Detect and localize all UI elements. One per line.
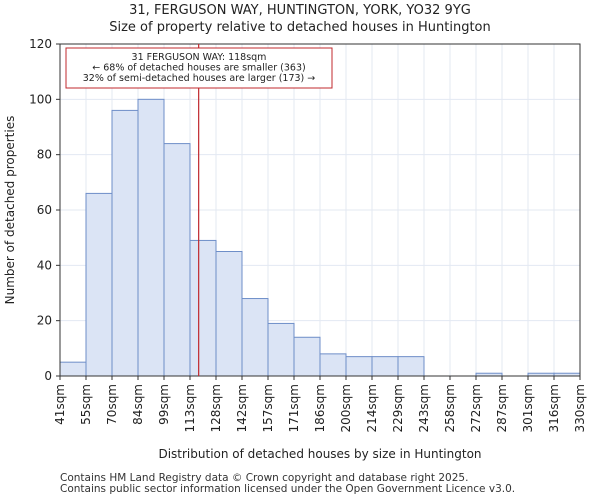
- histogram-bar: [163, 143, 191, 377]
- x-tick-label: 272sqm: [469, 384, 483, 432]
- x-tick-label: 186sqm: [313, 384, 327, 432]
- chart-subtitle: Size of property relative to detached ho…: [109, 20, 491, 35]
- y-tick-label: 60: [37, 203, 52, 217]
- x-tick-label: 200sqm: [339, 384, 353, 432]
- x-tick-label: 142sqm: [235, 384, 249, 432]
- histogram-bar: [241, 298, 269, 377]
- y-tick-label: 100: [29, 92, 52, 106]
- x-tick-label: 70sqm: [105, 384, 119, 425]
- annotation-text: 31 FERGUSON WAY: 118sqm: [132, 52, 267, 63]
- annotation-text: 32% of semi-detached houses are larger (…: [83, 73, 316, 84]
- histogram-bar: [137, 98, 165, 377]
- x-tick-label: 316sqm: [547, 384, 561, 432]
- histogram-bar: [371, 356, 399, 377]
- x-tick-label: 214sqm: [365, 384, 379, 432]
- x-tick-label: 258sqm: [443, 384, 457, 432]
- footer-copyright: Contains HM Land Registry data © Crown c…: [60, 472, 469, 484]
- histogram-bar: [215, 251, 243, 377]
- x-tick-label: 301sqm: [521, 384, 535, 432]
- x-tick-label: 84sqm: [131, 384, 145, 425]
- x-tick-label: 99sqm: [157, 384, 171, 425]
- histogram-bar: [189, 239, 217, 377]
- annotation-box: [65, 47, 333, 89]
- x-tick-label: 55sqm: [79, 384, 93, 425]
- x-tick-label: 287sqm: [495, 384, 509, 432]
- y-tick-label: 0: [44, 369, 52, 383]
- annotation-text: ← 68% of detached houses are smaller (36…: [92, 63, 305, 74]
- histogram-bar: [59, 361, 87, 377]
- footer-licence: Contains public sector information licen…: [60, 483, 516, 495]
- y-tick-label: 80: [37, 148, 52, 162]
- x-axis-label: Distribution of detached houses by size …: [158, 447, 481, 461]
- y-tick-label: 120: [29, 37, 52, 51]
- histogram-bar: [319, 353, 347, 377]
- x-tick-label: 229sqm: [391, 384, 405, 432]
- histogram-bar: [345, 356, 373, 377]
- x-tick-label: 157sqm: [261, 384, 275, 432]
- x-tick-label: 171sqm: [287, 384, 301, 432]
- x-tick-label: 128sqm: [209, 384, 223, 432]
- x-tick-label: 243sqm: [417, 384, 431, 432]
- x-tick-label: 41sqm: [53, 384, 67, 425]
- y-axis-label: Number of detached properties: [3, 116, 17, 305]
- histogram-bar: [397, 356, 425, 377]
- histogram-bar: [85, 192, 113, 377]
- x-tick-label: 330sqm: [573, 384, 587, 432]
- y-tick-label: 20: [37, 314, 52, 328]
- x-tick-label: 113sqm: [183, 384, 197, 432]
- histogram-bar: [111, 109, 139, 377]
- histogram-chart: 0 20 40 60 80 100 120 41sqm 55sqm 70sqm 84sqm 99sq…: [3, 37, 587, 461]
- y-tick-label: 40: [37, 258, 52, 272]
- histogram-bar: [293, 336, 321, 377]
- chart-title: 31, FERGUSON WAY, HUNTINGTON, YORK, YO32…: [129, 3, 471, 18]
- histogram-bar: [267, 322, 295, 377]
